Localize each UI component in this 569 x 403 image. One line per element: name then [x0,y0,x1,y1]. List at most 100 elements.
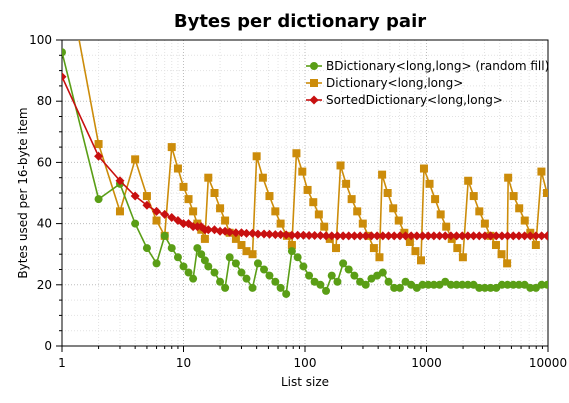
data-point [475,207,484,216]
data-point [210,268,219,277]
data-point [361,280,370,289]
data-point [446,231,456,241]
data-point [225,253,234,262]
data-point [503,280,512,289]
data-point [378,231,388,241]
data-point [325,234,334,243]
data-point [62,72,67,82]
data-point [469,231,479,241]
data-point [203,225,213,235]
data-point [287,247,296,256]
data-point [215,226,225,236]
data-point [298,230,308,240]
data-point [389,231,399,241]
data-point [497,231,507,241]
data-point [264,229,274,239]
data-point [332,231,342,241]
legend-label: Dictionary<long,long> [326,76,463,90]
data-point [411,247,420,256]
data-point [355,231,365,241]
data-point [281,230,291,240]
data-point [504,173,513,182]
data-point [321,231,331,241]
x-tick-label: 1 [58,356,66,370]
data-point [526,283,535,292]
data-point [271,207,280,216]
data-point [509,192,518,201]
data-point [62,48,66,57]
data-point [231,259,240,268]
data-point [231,234,240,243]
data-point [314,210,323,219]
data-point [299,262,308,271]
legend-label: BDictionary<long,long> (random fill) [326,59,549,73]
series-layer [62,40,548,298]
data-point [276,219,285,228]
x-tick-label: 10 [176,356,191,370]
data-point [305,271,314,280]
data-point [336,161,345,170]
data-point [304,231,314,241]
data-point [276,230,286,240]
data-point [216,204,225,213]
data-point [200,256,209,265]
data-point [276,283,285,292]
data-point [204,173,213,182]
legend-swatch-marker [310,79,318,87]
data-point [167,212,177,222]
data-point [344,231,354,241]
data-point [418,280,427,289]
data-point [265,271,274,280]
data-point [480,219,489,228]
data-point [458,253,467,262]
data-point [416,256,425,265]
data-point [293,230,303,240]
legend-swatch-marker [309,95,319,105]
data-point [369,244,378,253]
data-point [152,259,161,268]
data-point [160,231,169,240]
data-point [542,189,548,197]
data-point [320,222,329,231]
data-point [389,204,398,213]
legend-label: SortedDictionary<long,long> [326,93,503,107]
data-point [322,286,331,295]
data-point [429,280,438,289]
data-point [248,283,257,292]
data-point [520,216,529,225]
data-point [179,219,188,229]
y-tick-label: 80 [37,94,52,108]
data-point [384,231,394,241]
data-point [491,241,500,250]
data-point [423,231,433,241]
data-point [292,149,301,158]
data-point [298,167,307,176]
data-point [270,230,280,240]
data-point [248,250,257,259]
x-tick-label: 10000 [529,356,567,370]
data-point [452,231,462,241]
data-point [142,200,152,210]
data-point [344,265,353,274]
data-point [241,228,251,238]
data-point [260,265,269,274]
data-point [401,231,411,241]
data-point [179,262,188,271]
data-point [237,241,246,250]
data-point [520,231,530,241]
data-point [200,234,209,243]
y-tick-label: 60 [37,155,52,169]
data-point [474,231,484,241]
data-point [514,231,524,241]
data-point [491,231,501,241]
data-point [253,259,262,268]
data-point [258,173,267,182]
data-point [94,140,103,149]
data-point [242,274,251,283]
y-axis-ticks: 0 20 40 60 80 100 [29,33,62,353]
data-point [378,170,387,179]
data-point [131,219,140,228]
data-point [332,244,341,253]
data-point [327,271,336,280]
